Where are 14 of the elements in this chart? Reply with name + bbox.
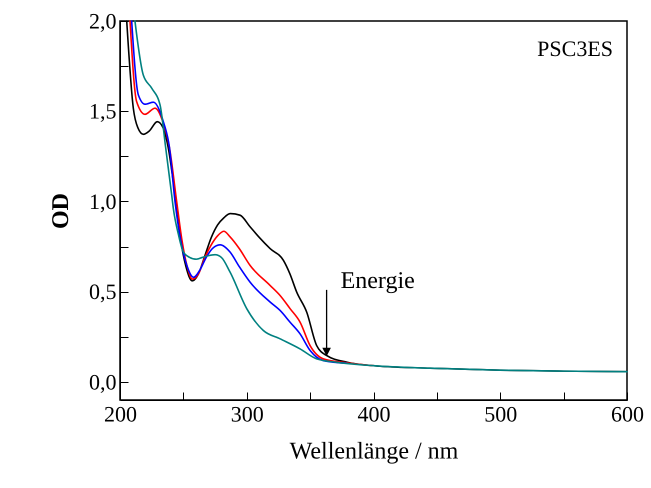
x-axis-title: Wellenlänge / nm xyxy=(290,438,459,464)
x-tick-label: 300 xyxy=(230,402,264,426)
y-tick-label: 0,5 xyxy=(89,279,116,304)
x-tick-label: 500 xyxy=(484,402,518,426)
x-tick-label: 400 xyxy=(358,402,390,426)
y-tick-label: 1,5 xyxy=(89,98,116,124)
x-tick-label: 200 xyxy=(104,402,137,426)
y-axis-title: OD xyxy=(48,193,74,229)
annotation: PSC3ES xyxy=(537,36,613,61)
annotation: Energie xyxy=(340,268,415,294)
x-tick-label: 600 xyxy=(611,402,644,426)
y-tick-label: 0,0 xyxy=(89,369,116,394)
y-tick-label: 2,0 xyxy=(89,8,116,34)
y-tick-label: 1,0 xyxy=(89,188,116,214)
